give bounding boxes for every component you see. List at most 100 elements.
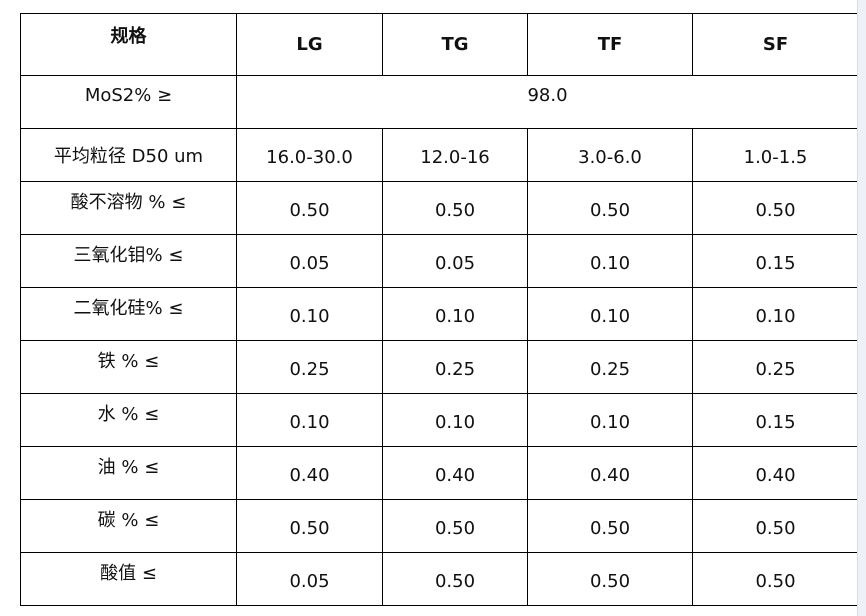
cell-value: 3.0-6.0 bbox=[578, 146, 642, 168]
table-cell: 0.50 bbox=[382, 181, 528, 235]
cell-value: 0.40 bbox=[434, 464, 476, 486]
table-cell: 3.0-6.0 bbox=[527, 128, 693, 182]
row-label-text: 二氧化硅% ≤ bbox=[73, 298, 184, 319]
cell-value: 12.0-16 bbox=[420, 146, 490, 168]
row-label-text: MoS2% ≥ bbox=[84, 84, 173, 106]
row-label: 碳 % ≤ bbox=[20, 499, 237, 553]
table-cell: 0.50 bbox=[527, 552, 693, 606]
table-cell: 0.05 bbox=[382, 234, 528, 288]
row-label: 二氧化硅% ≤ bbox=[20, 287, 237, 341]
table-cell: 0.10 bbox=[236, 393, 383, 447]
table-header-row: 规格 LG TG TF SF bbox=[20, 13, 859, 76]
table-row: 铁 % ≤ 0.25 0.25 0.25 0.25 bbox=[20, 340, 859, 394]
table-cell: 0.10 bbox=[382, 393, 528, 447]
table-cell: 0.10 bbox=[236, 287, 383, 341]
spec-table: 规格 LG TG TF SF MoS2% ≥ 98.0 平均粒径 D50 um … bbox=[20, 13, 859, 606]
row-label: 油 % ≤ bbox=[20, 446, 237, 500]
cell-value: 0.50 bbox=[434, 517, 476, 539]
table-cell: 0.10 bbox=[692, 287, 859, 341]
header-sf: SF bbox=[692, 13, 859, 76]
table-row: 水 % ≤ 0.10 0.10 0.10 0.15 bbox=[20, 393, 859, 447]
cell-value: 1.0-1.5 bbox=[743, 146, 808, 168]
cell-value: 0.50 bbox=[589, 199, 631, 221]
cell-value: 0.40 bbox=[755, 464, 796, 486]
mos2-value-text: 98.0 bbox=[527, 84, 568, 106]
cell-value: 0.05 bbox=[289, 252, 330, 274]
row-label-text: 油 % ≤ bbox=[97, 457, 160, 478]
cell-value: 0.05 bbox=[434, 252, 476, 274]
table-cell: 0.15 bbox=[692, 234, 859, 288]
row-label: 水 % ≤ bbox=[20, 393, 237, 447]
table-row: 碳 % ≤ 0.50 0.50 0.50 0.50 bbox=[20, 499, 859, 553]
table-row-mos2: MoS2% ≥ 98.0 bbox=[20, 75, 859, 129]
cell-value: 0.10 bbox=[289, 411, 330, 433]
cell-value: 0.50 bbox=[434, 199, 476, 221]
table-cell: 0.50 bbox=[527, 181, 693, 235]
row-label-text: 三氧化钼% ≤ bbox=[73, 245, 184, 266]
cell-value: 0.25 bbox=[289, 358, 330, 380]
table-row: 酸不溶物 % ≤ 0.50 0.50 0.50 0.50 bbox=[20, 181, 859, 235]
cell-value: 0.50 bbox=[289, 517, 330, 539]
table-row: 平均粒径 D50 um 16.0-30.0 12.0-16 3.0-6.0 1.… bbox=[20, 128, 859, 182]
mos2-value: 98.0 bbox=[236, 75, 859, 129]
table-row: 三氧化钼% ≤ 0.05 0.05 0.10 0.15 bbox=[20, 234, 859, 288]
table-cell: 0.50 bbox=[692, 552, 859, 606]
row-label-text: 平均粒径 D50 um bbox=[53, 146, 204, 167]
table-cell: 0.40 bbox=[382, 446, 528, 500]
cell-value: 0.40 bbox=[289, 464, 330, 486]
table-cell: 0.40 bbox=[236, 446, 383, 500]
header-lg: LG bbox=[236, 13, 383, 76]
cell-value: 0.15 bbox=[755, 252, 796, 274]
table-cell: 0.50 bbox=[236, 181, 383, 235]
table-cell: 0.40 bbox=[527, 446, 693, 500]
cell-value: 0.50 bbox=[589, 517, 631, 539]
table-cell: 0.05 bbox=[236, 234, 383, 288]
table-cell: 0.05 bbox=[236, 552, 383, 606]
cell-value: 0.10 bbox=[589, 411, 631, 433]
table-cell: 0.25 bbox=[692, 340, 859, 394]
table-cell: 0.50 bbox=[382, 499, 528, 553]
table-cell: 0.50 bbox=[382, 552, 528, 606]
table-cell: 0.10 bbox=[382, 287, 528, 341]
cell-value: 0.25 bbox=[434, 358, 476, 380]
row-label-text: 水 % ≤ bbox=[97, 404, 160, 425]
cell-value: 0.50 bbox=[755, 517, 796, 539]
row-label-text: 碳 % ≤ bbox=[97, 510, 160, 531]
table-cell: 16.0-30.0 bbox=[236, 128, 383, 182]
cell-value: 0.10 bbox=[434, 411, 476, 433]
table-cell: 0.50 bbox=[692, 499, 859, 553]
cell-value: 0.25 bbox=[755, 358, 796, 380]
cell-value: 0.50 bbox=[755, 199, 796, 221]
cell-value: 0.15 bbox=[755, 411, 796, 433]
cell-value: 0.10 bbox=[589, 252, 631, 274]
cell-value: 0.10 bbox=[589, 305, 631, 327]
page-edge bbox=[857, 0, 866, 616]
cell-value: 0.10 bbox=[434, 305, 476, 327]
cell-value: 0.05 bbox=[289, 570, 330, 592]
table-cell: 0.40 bbox=[692, 446, 859, 500]
row-label-text: 酸不溶物 % ≤ bbox=[70, 192, 187, 213]
row-label-text: 铁 % ≤ bbox=[97, 351, 160, 372]
row-label: 酸值 ≤ bbox=[20, 552, 237, 606]
header-tf: TF bbox=[527, 13, 693, 76]
table-cell: 0.25 bbox=[382, 340, 528, 394]
table-cell: 0.10 bbox=[527, 234, 693, 288]
table-cell: 0.10 bbox=[527, 287, 693, 341]
cell-value: 0.10 bbox=[755, 305, 796, 327]
cell-value: 0.25 bbox=[589, 358, 631, 380]
cell-value: 0.50 bbox=[289, 199, 330, 221]
table-cell: 0.10 bbox=[527, 393, 693, 447]
table-row: 油 % ≤ 0.40 0.40 0.40 0.40 bbox=[20, 446, 859, 500]
row-label: 铁 % ≤ bbox=[20, 340, 237, 394]
row-label-text: 酸值 ≤ bbox=[100, 563, 157, 584]
row-label: 酸不溶物 % ≤ bbox=[20, 181, 237, 235]
cell-value: 0.40 bbox=[589, 464, 631, 486]
table-cell: 1.0-1.5 bbox=[692, 128, 859, 182]
cell-value: 0.50 bbox=[434, 570, 476, 592]
cell-value: 16.0-30.0 bbox=[266, 146, 353, 168]
table-cell: 12.0-16 bbox=[382, 128, 528, 182]
row-label: MoS2% ≥ bbox=[20, 75, 237, 129]
cell-value: 0.10 bbox=[289, 305, 330, 327]
cell-value: 0.50 bbox=[589, 570, 631, 592]
